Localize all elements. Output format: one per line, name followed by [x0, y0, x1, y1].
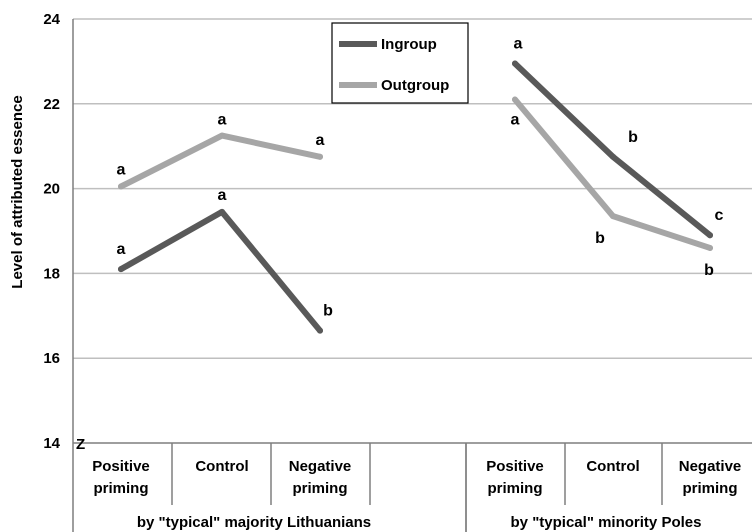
y-tick-label: 20 — [43, 181, 60, 198]
series-lines — [118, 60, 713, 334]
axis-break-mark: Z — [76, 436, 85, 453]
series-line-ingroup — [118, 208, 323, 334]
significance-letter: a — [218, 187, 227, 204]
group-label: by "typical" majority Lithuanians — [137, 514, 371, 531]
category-label: Positive — [486, 458, 544, 475]
legend: Ingroup Outgroup — [331, 22, 469, 104]
significance-letter: b — [323, 303, 333, 320]
data-point — [610, 213, 616, 220]
category-label: Positive — [92, 458, 150, 475]
significance-letter: b — [595, 230, 605, 247]
data-point — [219, 208, 225, 215]
y-tick-label: 18 — [43, 265, 60, 282]
legend-box — [331, 22, 469, 104]
data-point — [219, 132, 225, 139]
category-label: Negative — [679, 458, 742, 475]
data-point — [610, 153, 616, 160]
significance-letter: c — [715, 207, 724, 224]
gridlines — [73, 18, 752, 359]
significance-letter: a — [117, 161, 126, 178]
data-point — [707, 232, 713, 239]
y-tick-label: 14 — [43, 435, 60, 452]
x-axis-categories: Positive priming Control Negative priming Pos… — [92, 458, 741, 531]
significance-letter: a — [514, 36, 523, 53]
y-tick-label: 16 — [43, 350, 60, 367]
category-label: priming — [293, 480, 348, 497]
data-point — [512, 60, 518, 67]
y-tick-label: 24 — [43, 11, 60, 28]
legend-label: Outgroup — [381, 77, 449, 94]
significance-letter: b — [628, 129, 638, 146]
y-tick-labels: 14 16 18 20 22 24 — [43, 11, 60, 452]
data-point — [118, 266, 124, 273]
series-line-outgroup — [118, 132, 323, 190]
data-point — [118, 183, 124, 190]
category-label: Control — [586, 458, 639, 475]
data-point — [317, 327, 323, 334]
series-line-outgroup — [512, 96, 713, 251]
data-point — [707, 244, 713, 251]
y-tick-label: 22 — [43, 96, 60, 113]
significance-letters: a a b a a a a b c a b b — [117, 36, 724, 320]
axes: Z — [72, 19, 752, 532]
group-label: by "typical" minority Poles — [511, 514, 702, 531]
data-point — [512, 96, 518, 103]
significance-letter: a — [218, 112, 227, 129]
category-label: priming — [488, 480, 543, 497]
legend-label: Ingroup — [381, 36, 437, 53]
significance-letter: b — [704, 262, 714, 279]
category-label: Negative — [289, 458, 352, 475]
significance-letter: a — [511, 112, 520, 129]
significance-letter: a — [117, 241, 126, 258]
significance-letter: a — [316, 132, 325, 149]
series-line-ingroup — [512, 60, 713, 239]
category-label: priming — [683, 480, 738, 497]
category-label: priming — [94, 480, 149, 497]
category-label: Control — [195, 458, 248, 475]
data-point — [317, 153, 323, 160]
y-axis-label: Level of attributed essence — [9, 95, 26, 288]
